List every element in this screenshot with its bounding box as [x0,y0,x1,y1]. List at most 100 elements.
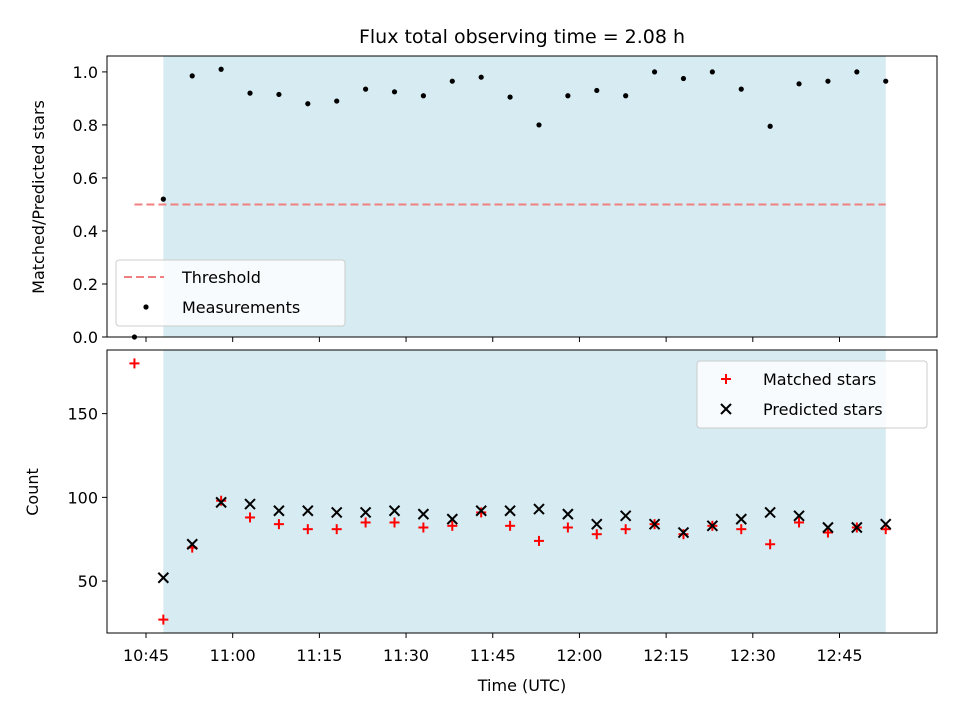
predicted-star-point [475,505,487,517]
matched-star-point [447,520,458,531]
measurement-point [623,93,629,99]
matched-star-point [389,517,400,528]
matched-star-point [765,539,776,550]
chart-title: Flux total observing time = 2.08 h [359,26,685,48]
measurement-point [825,78,831,84]
bottom-panel-frame [106,349,938,634]
x-tick-label: 11:00 [210,646,256,665]
legend-predicted-label: Predicted stars [763,400,883,419]
predicted-star-point [735,513,747,525]
matched-star-point [794,517,805,528]
predicted-star-point [619,510,632,522]
y-tick-label: 0.8 [73,116,98,135]
measurement-point [738,86,744,92]
measurement-point [363,86,369,92]
measurement-point [334,98,340,104]
matched-star-point [533,535,544,546]
predicted-star-point [273,505,285,517]
measurement-point [767,123,773,129]
predicted-star-point [880,518,892,530]
top-panel: 0.0 0.2 0.4 0.6 0.8 1.0 Matched/Predicted sta… [29,55,938,347]
predicted-star-point [677,526,690,539]
measurement-point [160,196,166,202]
y-tick-label: 1.0 [73,63,98,82]
measurement-point [883,78,889,84]
predicted-star-point [388,505,401,517]
measurement-point [536,122,542,128]
predicted-star-point [504,505,516,517]
legend-predicted-swatch [720,403,732,415]
predicted-star-point [186,538,198,550]
predicted-star-point [157,572,170,584]
predicted-star-point [851,521,863,534]
top-panel-frame [106,55,938,338]
predicted-star-point [215,496,227,509]
predicted-star-point [591,518,603,530]
matched-star-point [736,524,747,535]
legend-matched-label: Matched stars [763,370,876,389]
legend-threshold-label: Threshold [181,268,261,287]
measurement-point [189,73,195,79]
measurement-point [391,89,398,95]
measurement-point [478,74,484,80]
measurement-point [796,81,802,87]
bottom-legend: Matched stars Predicted stars [696,360,928,429]
matched-star-point [158,614,169,625]
predicted-star-point [648,518,661,530]
predicted-star-point [764,506,776,519]
matched-star-point [418,522,429,533]
matched-star-point [302,524,313,535]
matched-star-point [678,529,689,540]
predicted-star-point [244,498,256,510]
top-legend-box [115,259,346,327]
predicted-star-point [706,520,719,532]
measurement-point [565,93,571,99]
predicted-star-point [533,503,545,515]
y-tick-label: 100 [67,488,98,507]
y-tick-label: 0.2 [73,275,98,294]
x-tick-label: 11:45 [470,646,516,665]
measurement-point [218,66,224,72]
matched-star-point [591,529,602,540]
matched-star-point [245,512,256,523]
predicted-star-point [302,505,314,517]
x-tick-label: 12:15 [643,646,689,665]
x-tick-label: 10:45 [123,646,169,665]
matched-star-point [880,524,891,535]
measurement-point [854,69,860,75]
measurement-point [709,69,715,75]
matched-star-point [505,520,516,531]
predicted-star-point [562,508,574,520]
top-y-axis-label: Matched/Predicted stars [29,100,48,294]
matched-star-point [129,358,140,369]
legend-measurements-label: Measurements [182,298,300,317]
measurement-point [276,91,282,98]
predicted-star-point [359,506,372,519]
bottom-panel: 50 100 150 10:45 11:00 11:15 11:30 11:45 12:00 1… [23,349,938,695]
predicted-star-point [446,513,459,525]
measurement-point [449,78,455,84]
matched-star-point [360,517,371,528]
measurement-point [594,87,600,94]
predicted-star-point [417,508,430,520]
y-tick-label: 150 [67,405,98,424]
matched-star-point [822,527,833,538]
legend-matched-swatch [721,374,731,384]
matched-star-point [476,507,487,518]
x-tick-label: 12:45 [816,646,862,665]
predicted-star-point [793,510,805,522]
y-tick-label: 0.0 [73,328,98,347]
x-tick-label: 12:30 [730,646,776,665]
predicted-star-point [331,506,343,519]
y-tick-label: 0.6 [73,169,98,188]
measurement-point [305,101,311,107]
measurement-point [420,93,426,99]
predicted-star-point [822,521,834,534]
x-tick-label: 11:30 [383,646,429,665]
y-tick-label: 50 [78,572,98,591]
bottom-legend-box [696,360,928,429]
matched-star-point [620,524,631,535]
matched-star-point [331,524,342,535]
matched-star-point [216,495,227,506]
